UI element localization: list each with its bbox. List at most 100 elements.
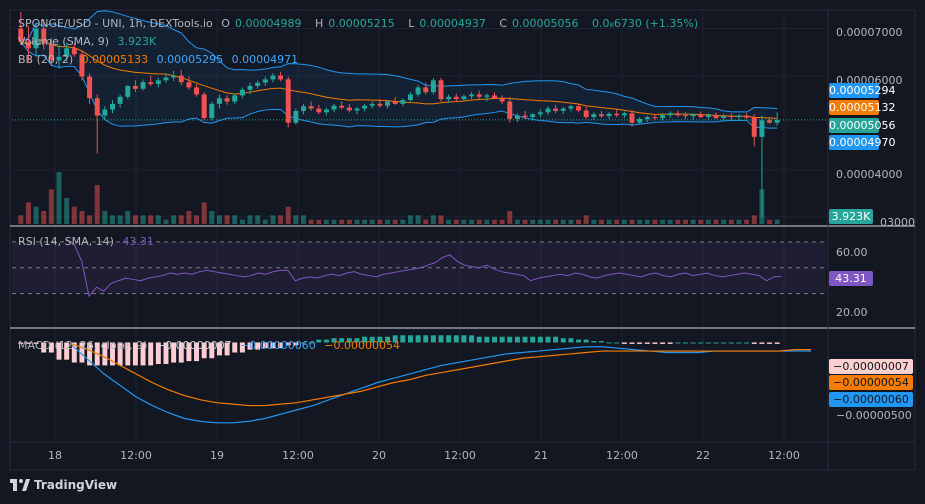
macd-hist-bar — [79, 342, 85, 363]
time-label-1: 12:00 — [120, 449, 152, 462]
candle-body — [430, 80, 436, 93]
macd-hist-bar — [530, 336, 536, 343]
candles — [18, 12, 780, 217]
ohlc-high: H 0.00005215 — [315, 17, 400, 30]
time-label-0: 18 — [48, 449, 62, 462]
macd-hist-bar — [194, 342, 200, 362]
volume-bar — [469, 219, 475, 224]
candle-body — [690, 114, 696, 117]
candle-body — [255, 82, 261, 86]
macd-hist-bar — [316, 339, 322, 343]
candle-body — [18, 28, 24, 42]
volume-bar — [392, 219, 398, 224]
candle-body — [461, 96, 467, 100]
macd-hist-bar — [461, 335, 467, 343]
macd-hist-bar — [568, 338, 574, 343]
volume-bar — [530, 219, 536, 224]
macd-hist-bar — [331, 338, 337, 343]
candle-body — [301, 106, 306, 111]
macd-hist-bar — [125, 342, 131, 366]
volume-bar — [644, 219, 650, 224]
volume-bar — [285, 206, 291, 224]
macd-hist-bar — [385, 336, 391, 343]
volume-bar — [140, 215, 146, 224]
macd-hist-bar — [64, 342, 70, 360]
low-value: 0.00004937 — [419, 17, 486, 30]
macd-hist-bar — [713, 342, 719, 344]
candle-body — [186, 82, 192, 88]
volume-bar — [545, 219, 551, 224]
volume-bar — [446, 219, 452, 224]
open-label: O — [221, 17, 230, 30]
macd-hist-bar — [71, 342, 77, 363]
rsi-legend[interactable]: RSI (14, SMA, 14) 43.31 — [18, 235, 159, 248]
candle-body — [484, 95, 490, 97]
candle-body — [514, 115, 520, 119]
candle-body — [507, 101, 513, 119]
volume-bar — [690, 219, 696, 224]
macd-signal-tag: −0.00000054 — [829, 375, 913, 390]
close-value: 0.00005056 — [512, 17, 579, 30]
volume-bar — [293, 215, 299, 224]
candle-body — [644, 117, 650, 119]
volume-bar — [537, 219, 543, 224]
candle-body — [132, 85, 138, 89]
volume-bar — [132, 215, 138, 224]
macd-hist-bar — [255, 342, 261, 350]
macd-legend[interactable]: MACD (12, 26, close, 9) −0.00000007 −0.0… — [18, 339, 405, 352]
volume-bar — [637, 219, 643, 224]
volume-bar — [407, 215, 413, 224]
volume-bar — [614, 219, 620, 224]
rsi-pane — [12, 238, 826, 298]
macd-hist-bar — [346, 338, 352, 343]
candle-body — [591, 114, 597, 118]
volume-legend[interactable]: Volume (SMA, 9) 3.923K — [18, 35, 161, 48]
volume-bar — [255, 215, 261, 224]
rsi-tag: 43.31 — [829, 271, 873, 286]
volume-bar — [430, 215, 436, 224]
bb-basis-line — [20, 38, 778, 119]
tradingview-brand: TradingView — [34, 478, 118, 492]
volume-bar — [675, 219, 681, 224]
volume-bar — [41, 211, 47, 224]
volume-bars — [18, 172, 780, 224]
time-axis[interactable]: 18 12:00 19 12:00 20 12:00 21 12:00 22 12:00 — [48, 449, 800, 462]
time-label-7: 12:00 — [606, 449, 638, 462]
candle-body — [560, 108, 566, 111]
candle-body — [660, 115, 666, 118]
volume-bar — [102, 211, 108, 224]
bb-upper-value: 0.00005295 — [156, 53, 224, 66]
candle-body — [576, 106, 582, 111]
macd-hist-bar — [339, 338, 345, 343]
candle-body — [125, 85, 131, 97]
volume-bar — [453, 219, 459, 224]
macd-hist-bar — [239, 342, 245, 353]
candle-body — [469, 94, 475, 97]
macd-hist-bar — [201, 342, 207, 359]
volume-bar — [629, 219, 635, 224]
candle-body — [537, 112, 543, 115]
bb-legend[interactable]: BB (20, 2) 0.00005133 0.00005295 0.00004… — [18, 53, 303, 66]
macd-hist-bar — [247, 342, 253, 350]
macd-hist-bar — [48, 342, 54, 353]
volume-bar — [400, 219, 406, 224]
macd-hist-bar — [553, 336, 559, 343]
macd-hist-bar — [644, 342, 650, 344]
candle-body — [171, 75, 177, 78]
macd-hist-bar — [178, 342, 184, 363]
macd-hist-bar — [262, 342, 268, 349]
macd-hist-bar — [110, 342, 115, 366]
volume-legend-label: Volume (SMA, 9) — [18, 35, 109, 48]
macd-hist-bar — [224, 342, 230, 356]
volume-bar — [64, 198, 70, 224]
volume-bar — [438, 215, 444, 224]
candle-body — [492, 95, 497, 99]
candle-body — [48, 43, 54, 61]
candle-body — [415, 87, 421, 95]
tradingview-logo[interactable]: TradingView — [10, 478, 117, 492]
macd-hist-bar — [507, 336, 513, 343]
bb-legend-label: BB (20, 2) — [18, 53, 74, 66]
volume-bar — [186, 211, 192, 224]
candle-body — [675, 113, 681, 116]
